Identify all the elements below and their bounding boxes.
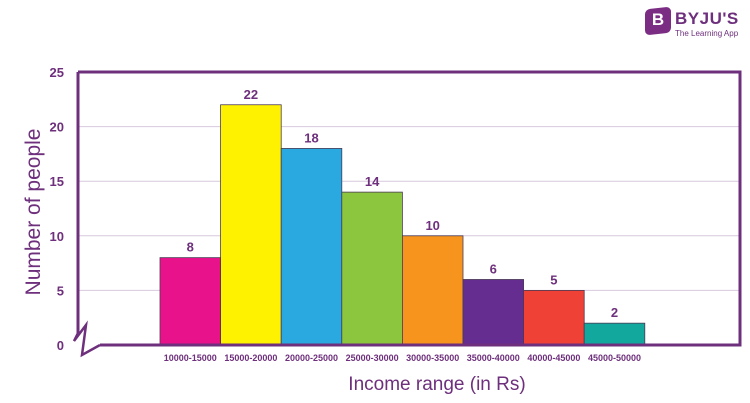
bar-value-label: 18: [304, 130, 318, 145]
x-tick-label: 30000-35000: [406, 353, 459, 363]
x-tick-label: 15000-20000: [224, 353, 277, 363]
brand-tagline: The Learning App: [675, 29, 739, 38]
axis-break-symbol: [72, 320, 101, 358]
bar: [220, 104, 282, 346]
labels: 0510152025810000-150002215000-2000018200…: [50, 65, 642, 363]
bar-value-label: 10: [425, 218, 439, 233]
bar: [159, 257, 221, 346]
bar: [341, 191, 403, 346]
bars: [159, 104, 646, 346]
y-tick-label: 5: [57, 283, 64, 298]
x-tick-label: 35000-40000: [467, 353, 520, 363]
bar: [583, 322, 646, 346]
y-tick-label: 15: [50, 174, 64, 189]
bar-value-label: 5: [550, 272, 557, 287]
y-tick-label: 0: [57, 338, 64, 353]
y-tick-label: 20: [50, 120, 64, 135]
brand-mark: B: [651, 10, 665, 29]
axes: [72, 70, 742, 358]
bar-value-label: 8: [187, 240, 194, 255]
x-tick-label: 10000-15000: [164, 353, 217, 363]
brand-logo: B BYJU'S The Learning App: [645, 6, 745, 40]
x-tick-label: 45000-50000: [588, 353, 641, 363]
y-tick-label: 25: [50, 65, 64, 80]
bar: [523, 289, 585, 346]
y-axis-title: Number of people: [22, 129, 45, 296]
plot-frame: [76, 70, 742, 347]
x-tick-label: 20000-25000: [285, 353, 338, 363]
x-axis-title: Income range (in Rs): [348, 374, 525, 395]
bar: [401, 235, 464, 346]
x-tick-label: 25000-30000: [346, 353, 399, 363]
bar-value-label: 22: [244, 87, 258, 102]
bar: [462, 279, 524, 346]
y-tick-label: 10: [50, 229, 64, 244]
x-tick-label: 40000-45000: [527, 353, 580, 363]
bar-value-label: 14: [365, 174, 380, 189]
bar-value-label: 6: [490, 261, 497, 276]
brand-name: BYJU'S: [675, 9, 739, 28]
bar-value-label: 2: [611, 305, 618, 320]
bar: [280, 148, 343, 346]
